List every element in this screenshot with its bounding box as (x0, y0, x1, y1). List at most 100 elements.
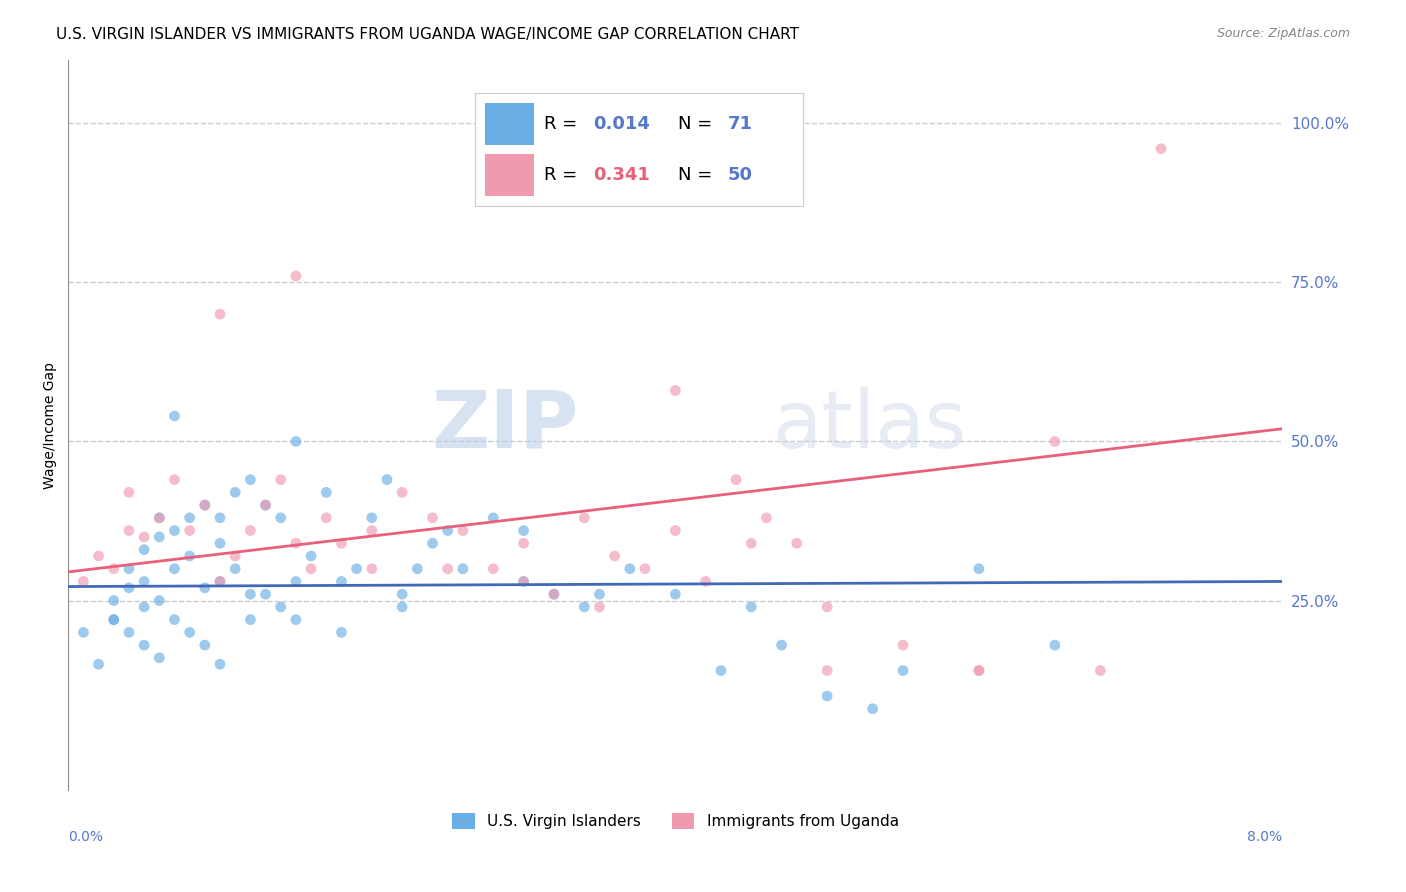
Point (163, 613, 186, 627)
Point (360, 562, 382, 576)
Point (148, 511, 170, 525)
Point (710, 664, 733, 678)
Text: 0.0%: 0.0% (69, 830, 103, 844)
Text: U.S. VIRGIN ISLANDER VS IMMIGRANTS FROM UGANDA WAGE/INCOME GAP CORRELATION CHART: U.S. VIRGIN ISLANDER VS IMMIGRANTS FROM … (56, 27, 799, 42)
Point (163, 524, 186, 538)
Point (134, 638, 156, 652)
Point (118, 581, 141, 595)
Point (740, 599, 762, 614)
Point (224, 549, 246, 563)
Legend: U.S. Virgin Islanders, Immigrants from Uganda: U.S. Virgin Islanders, Immigrants from U… (446, 807, 905, 835)
Point (451, 562, 474, 576)
Point (118, 524, 141, 538)
Point (224, 485, 246, 500)
Point (118, 485, 141, 500)
Point (254, 587, 277, 601)
Point (284, 536, 307, 550)
Point (163, 409, 186, 423)
Point (87, 549, 110, 563)
Point (87, 657, 110, 672)
Point (815, 664, 838, 678)
Point (1150, 142, 1173, 156)
Point (588, 599, 610, 614)
Point (134, 542, 156, 557)
Point (194, 498, 217, 512)
Point (134, 530, 156, 544)
Point (891, 664, 914, 678)
Point (208, 307, 231, 321)
Point (208, 657, 231, 672)
Point (270, 473, 292, 487)
Y-axis label: Wage/Income Gap: Wage/Income Gap (44, 362, 58, 489)
Point (148, 530, 170, 544)
Point (436, 562, 458, 576)
Point (543, 587, 565, 601)
Point (512, 574, 534, 589)
Point (163, 473, 186, 487)
Point (512, 524, 534, 538)
Point (315, 485, 337, 500)
Point (208, 574, 231, 589)
Point (208, 574, 231, 589)
Point (179, 549, 201, 563)
Point (967, 562, 990, 576)
Text: 8.0%: 8.0% (1247, 830, 1282, 844)
Point (588, 587, 610, 601)
Point (148, 593, 170, 607)
Point (1043, 638, 1066, 652)
Point (179, 511, 201, 525)
Point (330, 574, 353, 589)
Point (330, 625, 353, 640)
Point (346, 562, 368, 576)
Point (725, 473, 748, 487)
Point (664, 384, 686, 398)
Point (224, 562, 246, 576)
Point (72, 625, 94, 640)
Point (695, 574, 717, 589)
Point (786, 536, 808, 550)
Point (103, 613, 125, 627)
Point (634, 562, 657, 576)
Point (239, 524, 262, 538)
Point (770, 638, 793, 652)
Point (619, 562, 641, 576)
Point (664, 524, 686, 538)
Point (755, 511, 778, 525)
Point (134, 599, 156, 614)
Point (512, 574, 534, 589)
Point (284, 434, 307, 449)
Point (360, 524, 382, 538)
Text: Source: ZipAtlas.com: Source: ZipAtlas.com (1216, 27, 1350, 40)
Point (118, 625, 141, 640)
Point (148, 650, 170, 665)
Point (1043, 434, 1066, 449)
Point (284, 574, 307, 589)
Point (422, 511, 444, 525)
Point (163, 562, 186, 576)
Point (967, 664, 990, 678)
Point (284, 613, 307, 627)
Point (391, 599, 413, 614)
Point (103, 562, 125, 576)
Point (299, 549, 322, 563)
Text: atlas: atlas (772, 386, 967, 465)
Text: ZIP: ZIP (432, 386, 578, 465)
Point (391, 485, 413, 500)
Point (270, 599, 292, 614)
Point (482, 562, 505, 576)
Point (103, 593, 125, 607)
Point (179, 625, 201, 640)
Point (375, 473, 398, 487)
Point (194, 638, 217, 652)
Point (315, 511, 337, 525)
Point (179, 524, 201, 538)
Point (239, 613, 262, 627)
Point (391, 587, 413, 601)
Point (254, 498, 277, 512)
Point (862, 702, 884, 716)
Point (543, 587, 565, 601)
Point (118, 562, 141, 576)
Point (436, 524, 458, 538)
Point (360, 511, 382, 525)
Point (134, 574, 156, 589)
